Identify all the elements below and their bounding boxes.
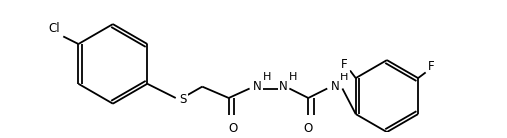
Text: H: H — [263, 72, 271, 82]
Text: O: O — [304, 122, 313, 135]
Text: H: H — [289, 72, 297, 82]
Text: N: N — [253, 80, 262, 93]
Text: N: N — [331, 80, 339, 93]
Text: Cl: Cl — [49, 22, 60, 34]
Text: F: F — [341, 58, 348, 71]
Text: N: N — [279, 80, 288, 93]
Text: S: S — [179, 93, 187, 106]
Text: H: H — [340, 72, 348, 82]
Text: O: O — [228, 122, 237, 135]
Text: F: F — [428, 60, 434, 73]
